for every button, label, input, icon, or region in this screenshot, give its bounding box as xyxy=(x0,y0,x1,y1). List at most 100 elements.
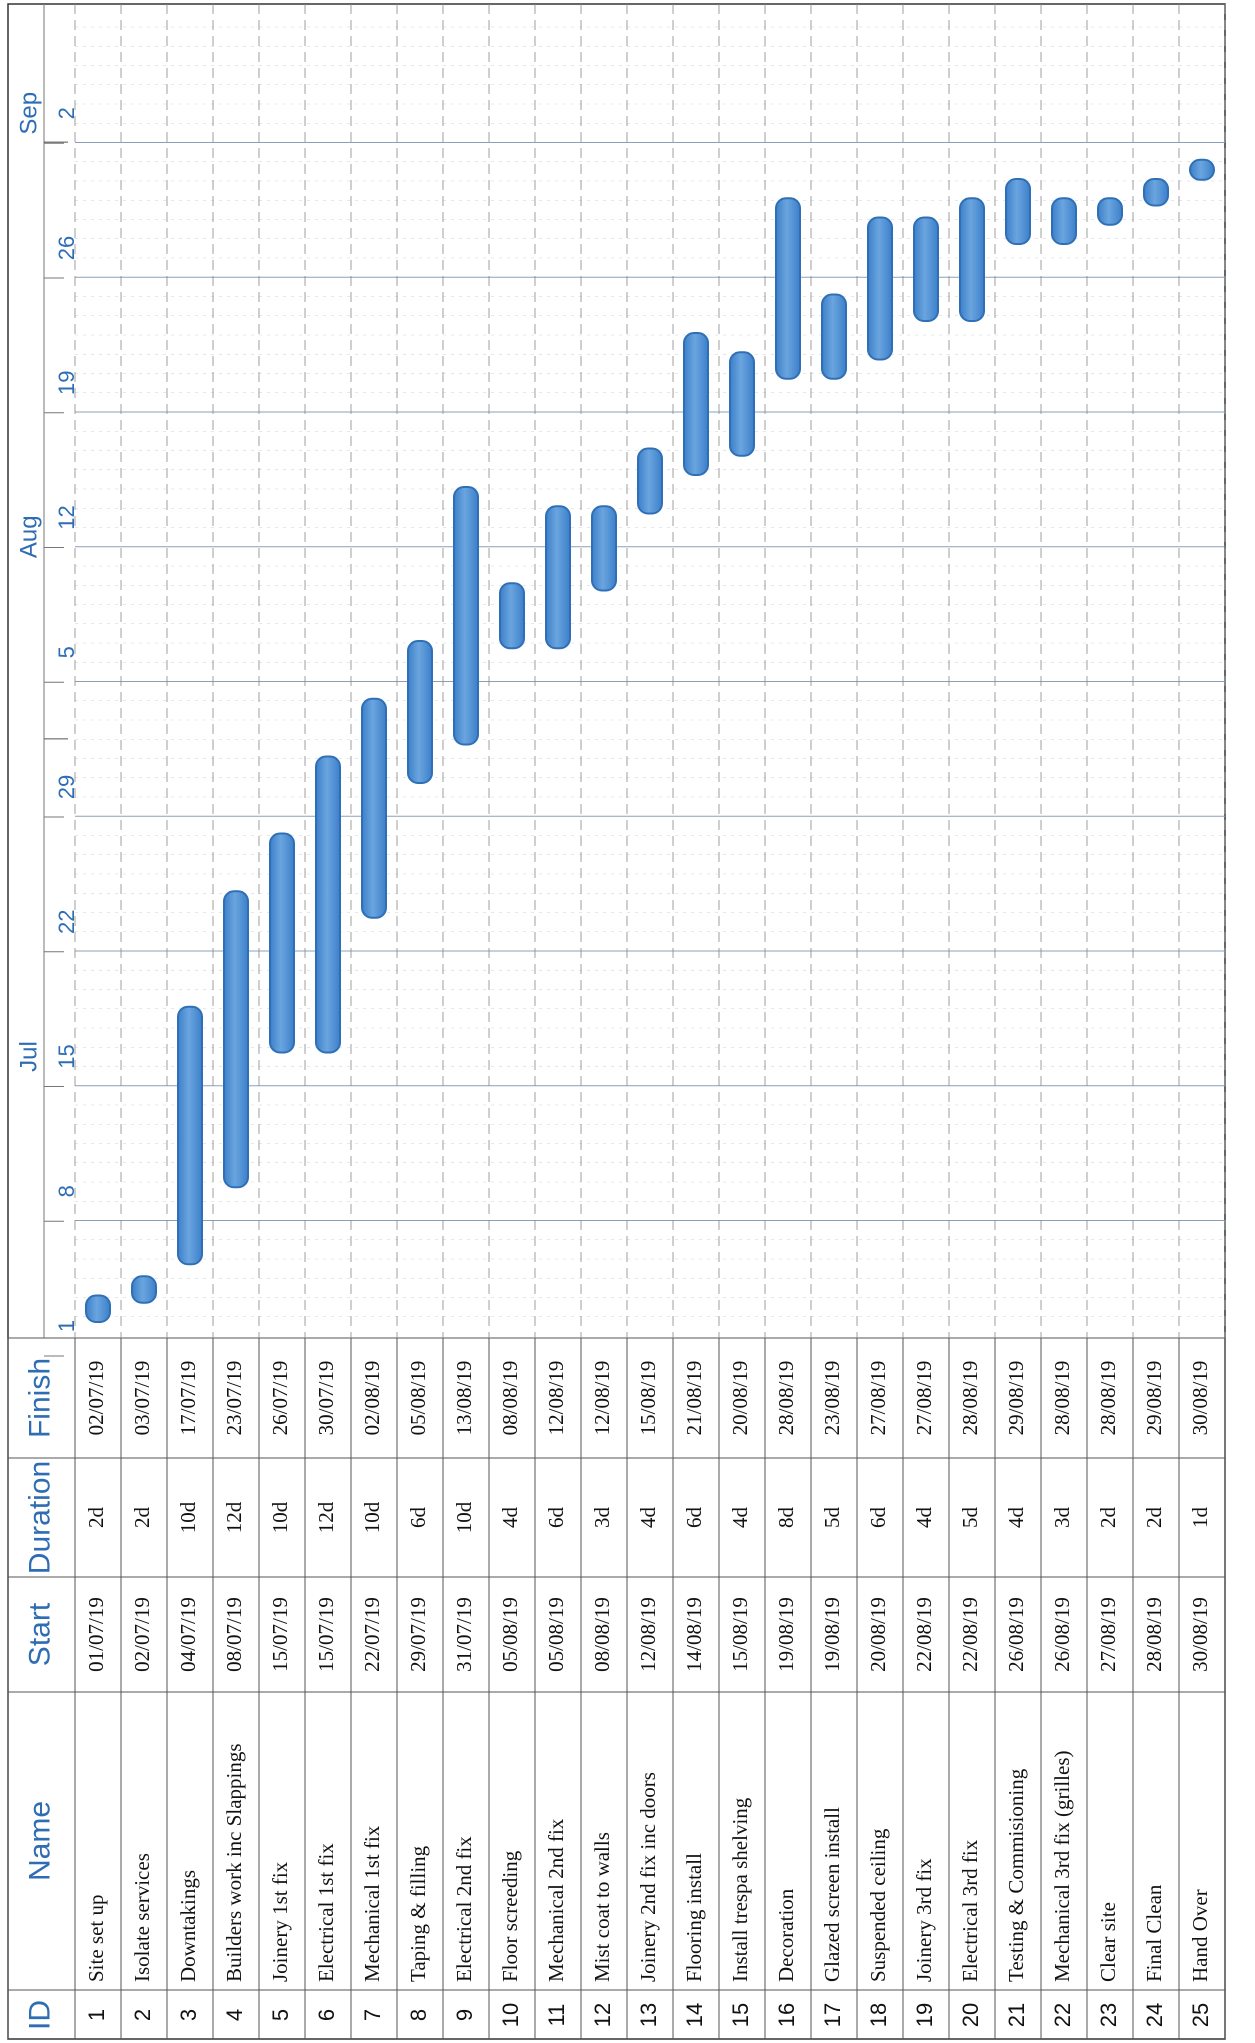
task-name: Hand Over xyxy=(1188,1889,1212,1982)
task-id: 4 xyxy=(222,2009,247,2021)
task-finish: 28/08/19 xyxy=(958,1361,982,1436)
task-start: 22/08/19 xyxy=(958,1597,982,1672)
task-name: Mechanical 3rd fix (grilles) xyxy=(1050,1751,1074,1983)
task-finish: 28/08/19 xyxy=(774,1361,798,1436)
task-finish: 12/08/19 xyxy=(590,1361,614,1436)
task-id: 3 xyxy=(176,2009,201,2021)
task-finish: 27/08/19 xyxy=(912,1361,936,1436)
task-name: Taping & filling xyxy=(406,1845,430,1982)
task-table xyxy=(7,3,1226,2040)
task-finish: 15/08/19 xyxy=(636,1361,660,1436)
task-id: 2 xyxy=(130,2009,155,2021)
task-bar xyxy=(85,1294,111,1323)
task-name: Joinery 3rd fix xyxy=(912,1858,936,1982)
task-bar xyxy=(867,216,893,361)
task-finish: 28/08/19 xyxy=(1050,1361,1074,1436)
task-name: Builders work inc Slappings xyxy=(222,1743,246,1982)
task-finish: 30/08/19 xyxy=(1188,1361,1212,1436)
task-id: 9 xyxy=(452,2009,477,2021)
task-name: Joinery 1st fix xyxy=(268,1861,292,1982)
task-start: 30/08/19 xyxy=(1188,1597,1212,1672)
task-duration: 10d xyxy=(176,1501,200,1533)
task-start: 15/08/19 xyxy=(728,1597,752,1672)
task-finish: 02/07/19 xyxy=(84,1361,108,1436)
task-finish: 17/07/19 xyxy=(176,1361,200,1436)
task-start: 26/08/19 xyxy=(1050,1597,1074,1672)
task-bar xyxy=(637,447,663,515)
task-bar xyxy=(1097,197,1123,226)
task-duration: 6d xyxy=(406,1507,430,1529)
task-duration: 10d xyxy=(268,1501,292,1533)
task-start: 28/08/19 xyxy=(1142,1597,1166,1672)
task-finish: 29/08/19 xyxy=(1004,1361,1028,1436)
task-bar xyxy=(269,832,295,1054)
week-label: 19 xyxy=(54,371,79,395)
task-finish: 26/07/19 xyxy=(268,1361,292,1436)
task-id: 17 xyxy=(820,2003,845,2027)
task-finish: 20/08/19 xyxy=(728,1361,752,1436)
task-bar xyxy=(315,755,341,1054)
task-id: 19 xyxy=(912,2003,937,2027)
task-id: 1 xyxy=(84,2009,109,2021)
task-start: 15/07/19 xyxy=(314,1597,338,1672)
task-finish: 30/07/19 xyxy=(314,1361,338,1436)
task-id: 24 xyxy=(1142,2003,1167,2027)
month-label: Aug xyxy=(15,515,42,558)
header-duration: Duration xyxy=(23,1461,56,1574)
task-name: Mechanical 2nd fix xyxy=(544,1818,568,1982)
task-name: Flooring install xyxy=(682,1853,706,1982)
task-bar xyxy=(959,197,985,322)
task-name: Site set up xyxy=(84,1895,108,1983)
task-bar xyxy=(775,197,801,380)
task-duration: 4d xyxy=(498,1507,522,1529)
week-label: 15 xyxy=(54,1044,79,1068)
task-start: 26/08/19 xyxy=(1004,1597,1028,1672)
task-finish: 08/08/19 xyxy=(498,1361,522,1436)
task-duration: 12d xyxy=(314,1501,338,1533)
task-bar xyxy=(453,486,479,746)
week-label: 26 xyxy=(54,236,79,260)
task-start: 19/08/19 xyxy=(820,1597,844,1672)
header-start: Start xyxy=(23,1602,56,1666)
task-finish: 27/08/19 xyxy=(866,1361,890,1436)
task-start: 14/08/19 xyxy=(682,1597,706,1672)
task-finish: 05/08/19 xyxy=(406,1361,430,1436)
header-id: ID xyxy=(23,2000,56,2030)
task-bar xyxy=(407,640,433,784)
task-bar xyxy=(729,351,755,457)
task-name: Floor screeding xyxy=(498,1850,522,1982)
task-id: 14 xyxy=(682,2003,707,2027)
task-name: Testing & Commisioning xyxy=(1004,1768,1028,1982)
task-start: 08/07/19 xyxy=(222,1597,246,1672)
task-id: 6 xyxy=(314,2009,339,2021)
task-finish: 13/08/19 xyxy=(452,1361,476,1436)
week-label: 29 xyxy=(54,775,79,799)
task-duration: 6d xyxy=(544,1507,568,1529)
task-duration: 4d xyxy=(1004,1507,1028,1529)
task-duration: 10d xyxy=(452,1501,476,1533)
task-name: Mechanical 1st fix xyxy=(360,1825,384,1982)
task-duration: 1d xyxy=(1188,1507,1212,1529)
week-label: 22 xyxy=(54,910,79,934)
task-bar xyxy=(131,1275,157,1304)
task-duration: 3d xyxy=(590,1507,614,1529)
task-duration: 10d xyxy=(360,1501,384,1533)
month-label: Sep xyxy=(15,92,42,135)
task-name: Electrical 2nd fix xyxy=(452,1836,476,1982)
task-id: 11 xyxy=(544,2004,569,2027)
header-name: Name xyxy=(23,1801,56,1881)
task-bar xyxy=(821,293,847,380)
task-name: Glazed screen install xyxy=(820,1807,844,1982)
task-id: 18 xyxy=(866,2003,891,2027)
task-name: Joinery 2nd fix inc doors xyxy=(636,1772,660,1982)
task-bar xyxy=(1143,178,1169,207)
task-finish: 23/07/19 xyxy=(222,1361,246,1436)
task-id: 7 xyxy=(360,2009,385,2021)
task-id: 16 xyxy=(774,2003,799,2027)
task-id: 20 xyxy=(958,2003,983,2027)
task-start: 04/07/19 xyxy=(176,1597,200,1672)
task-duration: 6d xyxy=(682,1507,706,1529)
task-start: 01/07/19 xyxy=(84,1597,108,1672)
task-name: Decoration xyxy=(774,1888,798,1982)
